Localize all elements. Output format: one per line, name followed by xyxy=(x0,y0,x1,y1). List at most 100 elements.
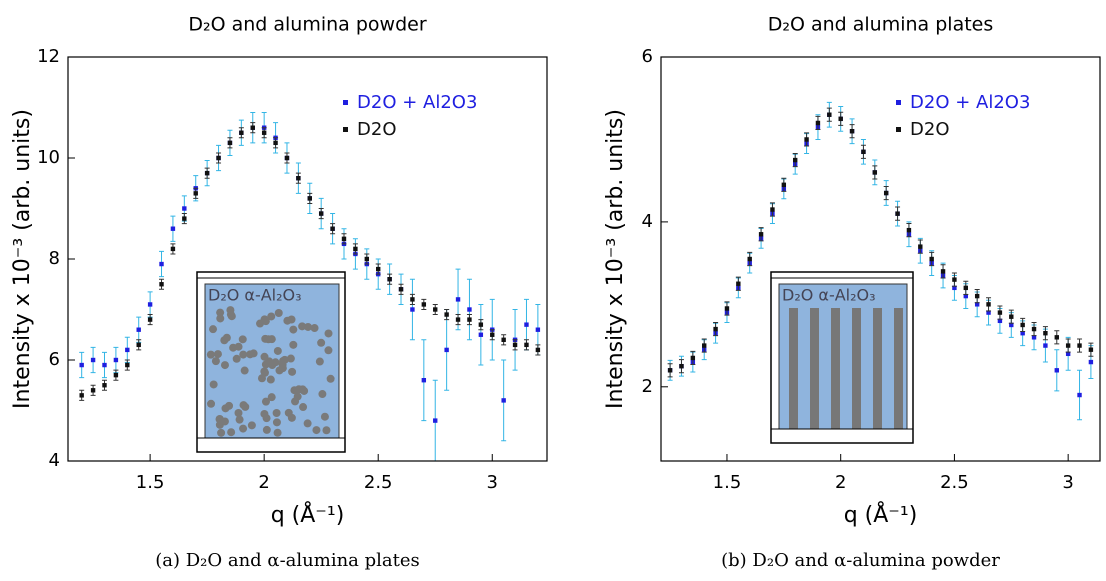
data-point xyxy=(883,190,889,196)
data-point xyxy=(250,125,255,130)
plot-frame xyxy=(67,56,548,462)
inset-plate xyxy=(810,308,819,429)
x-axis-label: q (Å⁻¹) xyxy=(271,501,345,528)
inset-particle xyxy=(315,357,324,366)
data-point xyxy=(986,302,991,307)
inset-plate xyxy=(852,308,861,429)
data-point xyxy=(478,332,484,337)
x-tick-label: 1.5 xyxy=(713,472,742,493)
data-point xyxy=(963,293,968,299)
inset-particle xyxy=(304,322,313,331)
legend-marker xyxy=(343,127,348,132)
inset-particle xyxy=(303,419,312,428)
data-point xyxy=(1031,326,1037,332)
data-point xyxy=(204,170,210,176)
inset-plate xyxy=(873,308,882,429)
inset-particle xyxy=(206,350,215,359)
data-point xyxy=(1009,314,1014,319)
plot-frame xyxy=(660,56,1101,462)
chart-title: D₂O and alumina powder xyxy=(188,14,426,36)
data-point xyxy=(193,191,198,196)
data-point xyxy=(1043,331,1048,336)
inset-particle xyxy=(318,390,327,399)
data-point xyxy=(113,357,119,363)
data-point xyxy=(79,362,84,368)
data-point xyxy=(918,244,923,249)
x-tick-label: 3 xyxy=(487,472,498,493)
y-tick-label: 10 xyxy=(37,147,60,168)
data-point xyxy=(997,310,1003,315)
inset-particle xyxy=(262,414,271,423)
data-point xyxy=(804,137,809,142)
inset-particle xyxy=(235,415,244,424)
data-point xyxy=(444,312,449,317)
data-point xyxy=(227,140,233,146)
data-point xyxy=(1054,368,1059,373)
inset-label: D₂O α-Al₂O₃ xyxy=(782,286,876,305)
data-point xyxy=(974,302,980,307)
x-tick-label: 2 xyxy=(258,472,269,493)
plot-area xyxy=(661,101,1094,421)
data-point xyxy=(261,130,267,135)
data-point xyxy=(341,236,347,241)
data-point xyxy=(159,261,164,267)
data-point xyxy=(102,383,107,388)
data-point xyxy=(330,226,335,231)
data-point xyxy=(667,368,673,373)
inset-particle xyxy=(317,338,326,347)
data-point xyxy=(159,282,164,287)
inset-particle xyxy=(209,325,218,334)
inset-particle xyxy=(324,329,333,338)
data-point xyxy=(1020,322,1025,328)
legend-marker xyxy=(343,100,348,105)
data-point xyxy=(940,269,946,274)
data-point xyxy=(284,155,290,161)
data-point xyxy=(1065,343,1071,348)
data-point xyxy=(747,256,752,262)
data-point xyxy=(273,140,278,146)
legend-marker xyxy=(896,100,901,105)
data-point xyxy=(1043,343,1048,348)
inset-particle xyxy=(239,350,248,359)
data-point xyxy=(736,281,741,286)
data-point xyxy=(307,196,312,201)
x-tick-label: 2 xyxy=(835,472,846,493)
inset-particle xyxy=(221,404,230,413)
inset-particle xyxy=(261,397,270,406)
inset-particle xyxy=(273,346,282,355)
inset-particle xyxy=(262,425,271,434)
inset-particle xyxy=(274,308,283,317)
chart-title: D₂O and alumina plates xyxy=(768,14,994,36)
data-point xyxy=(986,310,991,315)
data-point xyxy=(1020,331,1025,336)
data-point xyxy=(1077,392,1082,398)
data-point xyxy=(136,327,141,332)
inset-particle xyxy=(288,367,297,376)
inset-particle xyxy=(260,315,269,324)
inset-particle xyxy=(257,374,266,383)
data-point xyxy=(490,332,495,337)
data-point xyxy=(182,206,187,211)
data-point xyxy=(387,277,392,282)
inset-particle xyxy=(222,333,231,342)
y-tick-label: 12 xyxy=(37,46,60,67)
legend-label: D2O + Al2O3 xyxy=(357,92,477,113)
inset-particle xyxy=(264,335,273,344)
data-point xyxy=(895,211,900,216)
y-axis-label: Intensity x 10⁻³ (arb. units) xyxy=(603,109,628,409)
data-point xyxy=(90,388,96,393)
data-point xyxy=(239,130,244,135)
inset-particle xyxy=(234,408,243,417)
data-point xyxy=(467,317,472,322)
y-tick-label: 4 xyxy=(49,450,60,471)
inset-particle xyxy=(272,418,281,427)
inset-particle xyxy=(283,316,292,325)
data-point xyxy=(364,256,370,262)
inset-particle xyxy=(312,426,321,435)
data-point xyxy=(872,170,878,175)
inset-particle xyxy=(272,409,281,418)
data-point xyxy=(410,297,415,302)
data-point xyxy=(815,120,821,126)
data-point xyxy=(781,182,787,187)
